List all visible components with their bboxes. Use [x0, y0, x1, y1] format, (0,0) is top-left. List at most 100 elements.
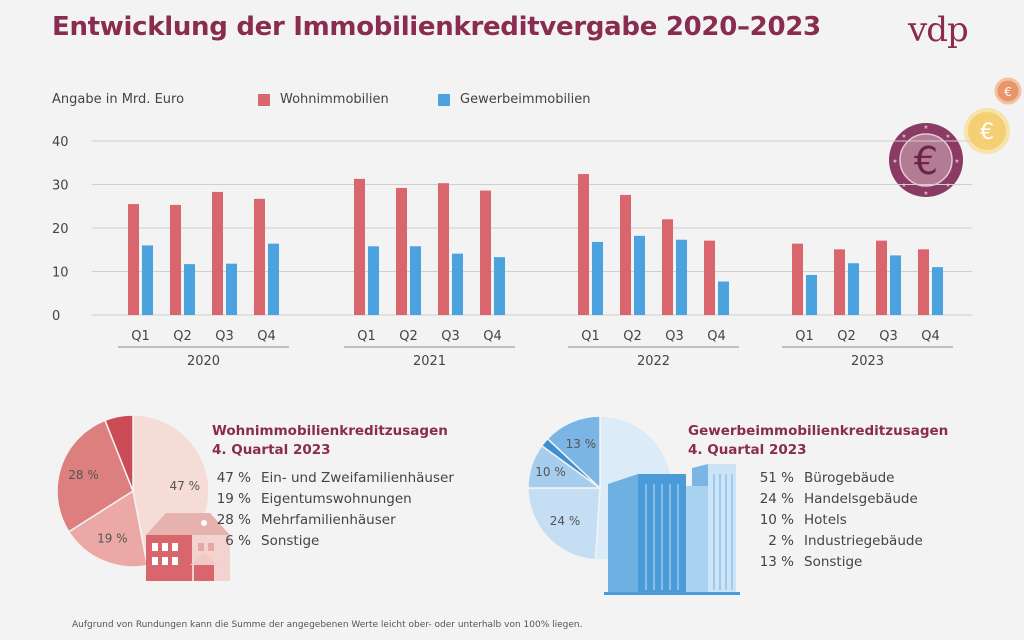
x-tick-label: Q1 [795, 329, 814, 344]
legend-percent: 24 % [759, 491, 794, 507]
bar-wohn [480, 190, 491, 315]
y-tick-label: 30 [52, 179, 69, 194]
x-tick-label: Q1 [357, 329, 376, 344]
bar-gewerbe [410, 246, 421, 315]
bar-gewerbe [676, 239, 687, 315]
pie-slice [546, 415, 601, 490]
x-tick-label: Q4 [483, 329, 502, 344]
pie-slice-label: 13 % [566, 437, 597, 451]
svg-text:★: ★ [954, 158, 959, 165]
legend-list-gewerbeimmobilien: 51 % Bürogebäude 24 % Handelsgebäude 10 % Hot… [748, 468, 923, 573]
pie-title-wohn: Wohnimmobilienkreditzusagen [212, 423, 448, 439]
pie-slice [56, 419, 134, 533]
legend-item-wohnimmobilien: Wohnimmobilien [258, 92, 389, 107]
bar-gewerbe [890, 255, 901, 315]
legend-percent: 51 % [759, 470, 794, 486]
legend-percent: 10 % [759, 512, 794, 528]
pie-slice [104, 414, 134, 492]
legend-label-wohnimmobilien: Wohnimmobilien [280, 92, 389, 107]
bar-wohn [918, 249, 929, 315]
bar-gewerbe [932, 267, 943, 315]
legend-label: Ein- und Zweifamilienhäuser [261, 470, 454, 486]
legend-label: Industriegebäude [804, 533, 923, 549]
pie-slice [527, 487, 601, 561]
pie-slice-label: 28 % [68, 468, 99, 482]
bar-wohn [354, 178, 365, 315]
svg-text:★: ★ [945, 182, 950, 189]
pie-title-gewerbe: Gewerbeimmobilienkreditzusagen [688, 423, 949, 439]
bar-gewerbe [184, 264, 195, 315]
coin-symbol-medium: € [980, 120, 994, 145]
legend-percent: 19 % [216, 491, 251, 507]
svg-text:★: ★ [901, 182, 906, 189]
legend-label: Mehrfamilienhäuser [261, 512, 396, 528]
x-tick-label: Q2 [837, 329, 856, 344]
legend-list-wohnimmobilien: 47 % Ein- und Zweifamilienhäuser 19 % Eigen… [205, 468, 454, 552]
y-tick-label: 0 [52, 309, 60, 324]
bar-gewerbe [452, 253, 463, 315]
bar-gewerbe [494, 257, 505, 315]
year-label: 2023 [851, 354, 884, 369]
legend-percent: 2 % [768, 533, 794, 549]
svg-text:★: ★ [923, 124, 928, 131]
svg-text:★: ★ [923, 190, 928, 197]
legend-percent: 28 % [216, 512, 251, 528]
bar-wohn [438, 183, 449, 315]
bar-wohn [212, 191, 223, 315]
legend-row: 28 % Mehrfamilienhäuser [205, 510, 454, 531]
legend-label: Eigentumswohnungen [261, 491, 412, 507]
bar-wohn [578, 174, 589, 315]
legend-row: 6 % Sonstige [205, 531, 454, 552]
bar-gewerbe [226, 263, 237, 315]
year-label: 2021 [413, 354, 446, 369]
house-icon [146, 513, 230, 581]
footnote: Aufgrund von Rundungen kann die Summe de… [72, 620, 583, 630]
bar-gewerbe [806, 274, 817, 315]
bar-gewerbe [634, 235, 645, 315]
pie-slice-label: 47 % [170, 479, 201, 493]
year-label: 2020 [187, 354, 220, 369]
bar-wohn [396, 187, 407, 315]
legend-swatch-gewerbeimmobilien [438, 93, 450, 106]
legend-row: 10 % Hotels [748, 510, 923, 531]
x-tick-label: Q1 [581, 329, 600, 344]
x-tick-label: Q3 [215, 329, 234, 344]
svg-text:★: ★ [901, 133, 906, 140]
x-tick-label: Q2 [399, 329, 418, 344]
pie-subtitle-gewerbe: 4. Quartal 2023 [688, 442, 807, 458]
x-tick-label: Q4 [707, 329, 726, 344]
legend-row: 51 % Bürogebäude [748, 468, 923, 489]
vdp-logo: vdp [908, 10, 969, 50]
legend-row: 47 % Ein- und Zweifamilienhäuser [205, 468, 454, 489]
bar-gewerbe [848, 263, 859, 315]
legend-label: Handelsgebäude [804, 491, 918, 507]
pie-title-wohnimmobilien: Wohnimmobilienkreditzusagen 4. Quartal 2… [212, 422, 448, 460]
bar-wohn [876, 240, 887, 315]
pie-subtitle-wohn: 4. Quartal 2023 [212, 442, 331, 458]
legend-swatch-wohnimmobilien [258, 93, 270, 106]
svg-text:★: ★ [945, 133, 950, 140]
bar-wohn [662, 219, 673, 315]
x-tick-label: Q4 [257, 329, 276, 344]
legend-percent: 6 % [225, 533, 251, 549]
bar-gewerbe [368, 246, 379, 315]
bar-wohn [704, 240, 715, 315]
legend-row: 13 % Sonstige [748, 552, 923, 573]
pie-slice-label: 19 % [97, 532, 128, 546]
bar-gewerbe [718, 281, 729, 315]
x-tick-label: Q3 [879, 329, 898, 344]
legend-label: Bürogebäude [804, 470, 895, 486]
bar-wohn [128, 204, 139, 315]
bar-gewerbe [592, 241, 603, 315]
x-tick-label: Q2 [623, 329, 642, 344]
y-axis-label: Angabe in Mrd. Euro [52, 92, 185, 107]
legend-percent: 47 % [216, 470, 251, 486]
page-title: Entwicklung der Immobilienkreditvergabe … [52, 12, 821, 42]
x-tick-label: Q4 [921, 329, 940, 344]
bar-wohn [170, 204, 181, 315]
legend-row: 19 % Eigentumswohnungen [205, 489, 454, 510]
x-tick-label: Q3 [441, 329, 460, 344]
pie-slice-label: 10 % [535, 465, 566, 479]
bar-wohn [254, 198, 265, 315]
x-tick-label: Q2 [173, 329, 192, 344]
